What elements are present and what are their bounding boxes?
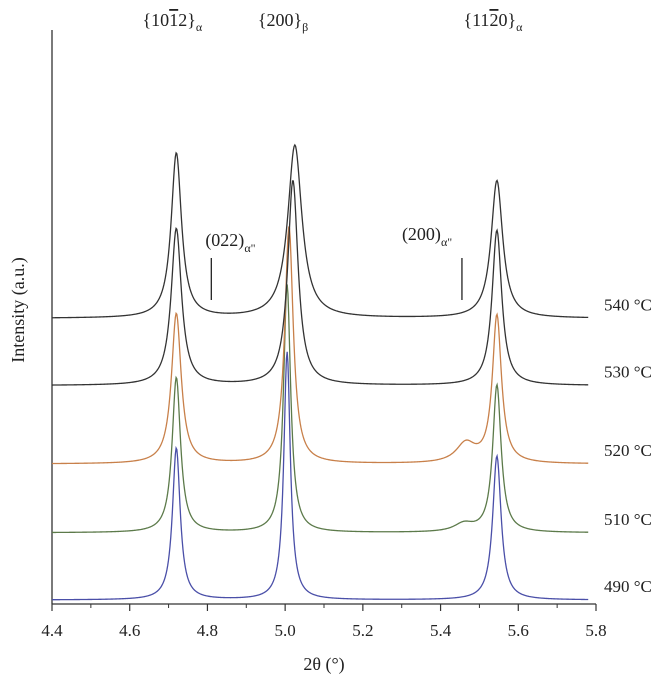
phase-marker-label: (200)α" [402, 224, 452, 249]
x-tick-label: 5.2 [352, 621, 373, 640]
x-ticks [51, 604, 597, 611]
x-tick-label: 4.6 [119, 621, 140, 640]
peak-label: {1012}α [143, 10, 203, 34]
temperature-labels: 490 °C 510 °C 520 °C 530 °C 540 °C [604, 295, 652, 596]
series-layer [51, 143, 589, 601]
temperature-label: 520 °C [604, 441, 652, 460]
x-tick-label: 4.8 [197, 621, 218, 640]
x-tick-label: 5.4 [430, 621, 452, 640]
series-line [51, 225, 589, 465]
axes: 4.4 4.6 4.8 5.0 5.2 5.4 5.6 5.8 [41, 30, 607, 640]
x-tick-label: 5.0 [275, 621, 296, 640]
peak-label: {200}β [258, 10, 308, 34]
temperature-label: 540 °C [604, 295, 652, 314]
series-line [51, 143, 589, 319]
x-axis-label: 2θ (°) [303, 654, 344, 675]
x-tick-label: 5.6 [508, 621, 529, 640]
phase-marker-label: (022)α" [205, 230, 255, 255]
x-tick-label: 4.4 [41, 621, 63, 640]
x-tick-labels: 4.4 4.6 4.8 5.0 5.2 5.4 5.6 5.8 [41, 621, 606, 640]
temperature-label: 530 °C [604, 363, 652, 382]
temperature-label: 510 °C [604, 510, 652, 529]
series-line [52, 351, 589, 601]
peak-annotations: {1012}α {200}β {1120}α (022)α" (200)α" [143, 10, 523, 300]
peak-label: {1120}α [463, 10, 523, 34]
series-line [51, 284, 589, 534]
temperature-label: 490 °C [604, 577, 652, 596]
x-tick-label: 5.8 [585, 621, 606, 640]
y-axis-label: Intensity (a.u.) [8, 257, 29, 362]
series-line [51, 180, 589, 386]
